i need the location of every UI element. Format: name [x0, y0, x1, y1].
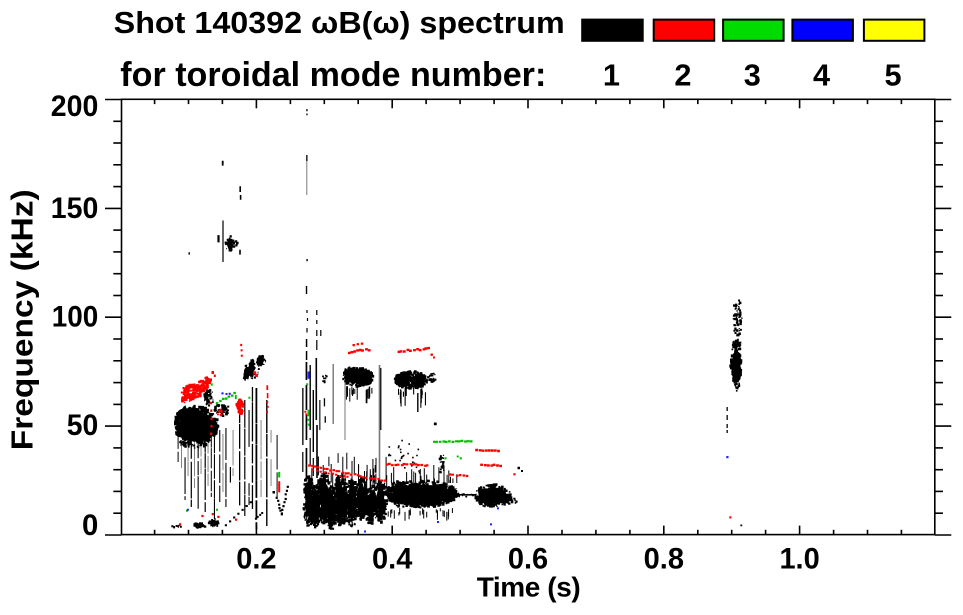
svg-text:100: 100: [52, 301, 99, 334]
svg-text:1.0: 1.0: [779, 543, 819, 576]
svg-text:150: 150: [51, 192, 99, 225]
svg-text:for toroidal mode number:: for toroidal mode number:: [120, 56, 546, 94]
svg-text:Time (s): Time (s): [477, 571, 581, 602]
svg-text:3: 3: [744, 58, 761, 93]
svg-text:2: 2: [674, 58, 691, 93]
svg-text:5: 5: [885, 58, 902, 93]
svg-text:200: 200: [51, 90, 99, 123]
svg-text:4: 4: [813, 58, 830, 93]
svg-text:0.2: 0.2: [236, 543, 276, 576]
svg-text:1: 1: [603, 58, 620, 93]
svg-text:0.4: 0.4: [372, 543, 413, 576]
svg-text:50: 50: [67, 409, 99, 442]
svg-text:Frequency (kHz): Frequency (kHz): [5, 189, 40, 450]
svg-text:0.6: 0.6: [508, 543, 548, 576]
svg-text:0.8: 0.8: [644, 543, 684, 576]
svg-text:Shot 140392 ωB(ω) spectrum: Shot 140392 ωB(ω) spectrum: [114, 5, 565, 40]
svg-text:0: 0: [82, 509, 98, 542]
